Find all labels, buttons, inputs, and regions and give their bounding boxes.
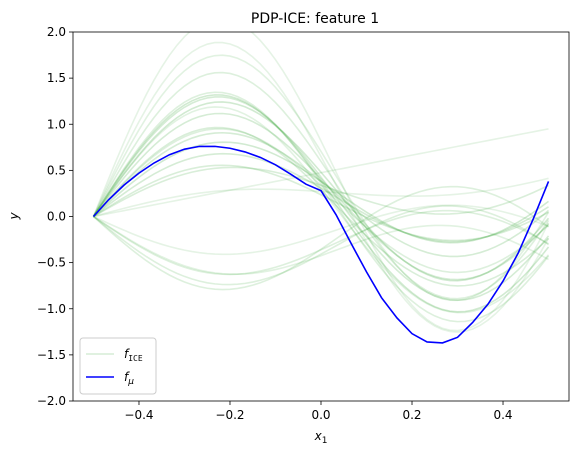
ice-line [93,166,549,218]
legend-label-mean-sub: μ [127,377,134,387]
y-tick-label: −1.0 [37,302,66,316]
ice-line [93,215,549,276]
legend: fICE fμ [79,337,157,395]
y-tick-label: 1.0 [47,117,66,131]
y-tick-label: −1.5 [37,348,66,362]
x-tick-label: −0.4 [124,408,153,422]
ice-line [92,54,550,302]
y-tick-label: 2.0 [47,25,66,39]
mean-line [92,145,550,344]
ice-line [92,185,549,291]
ice-line [93,164,549,242]
y-tick-label: 0.5 [47,163,66,177]
ice-line [93,209,549,276]
ice-line [92,141,549,244]
ice-line [92,131,550,258]
ice-line [92,96,550,302]
ice-lines [92,32,550,333]
ice-line [92,101,550,282]
ice-line [93,128,549,218]
x-tick-label: −0.2 [215,408,244,422]
ice-line [92,32,550,332]
legend-label-mean: fμ [124,370,134,387]
y-tick-label: 0.0 [47,210,66,224]
ice-line [92,106,550,314]
legend-label-ice-sub: ICE [128,354,143,363]
ice-line [92,41,550,333]
x-tick-label: 0.0 [311,408,330,422]
legend-label-mean-main: f [124,370,130,384]
x-tick-label: 0.2 [402,408,421,422]
ice-line [92,128,550,274]
mean-line-group [92,145,550,344]
y-tick-label: 1.5 [47,71,66,85]
legend-frame [79,337,157,395]
chart-title: PDP-ICE: feature 1 [251,11,379,27]
x-tick-label: 0.4 [493,408,512,422]
ice-line [92,91,550,323]
x-axis-label-sub: 1 [322,436,328,446]
ice-line [92,112,550,281]
y-tick-label: −0.5 [37,256,66,270]
ice-line [92,94,550,313]
ice-line [92,205,549,286]
y-axis-ticks: −2.0 −1.5 −1.0 −0.5 0.0 0.5 1.0 1.5 2.0 [37,25,73,408]
y-tick-label: −2.0 [37,394,66,408]
legend-label-ice: fICE [124,347,143,363]
ice-line [92,71,550,300]
legend-label-ice-main: f [124,347,130,361]
x-axis-label-main: x [314,429,323,443]
y-axis-label: y [7,212,21,221]
ice-line [92,152,549,243]
x-axis-label: x1 [314,429,328,446]
ice-line [93,204,549,256]
x-axis-ticks: −0.4 −0.2 0.0 0.2 0.4 [124,401,513,422]
